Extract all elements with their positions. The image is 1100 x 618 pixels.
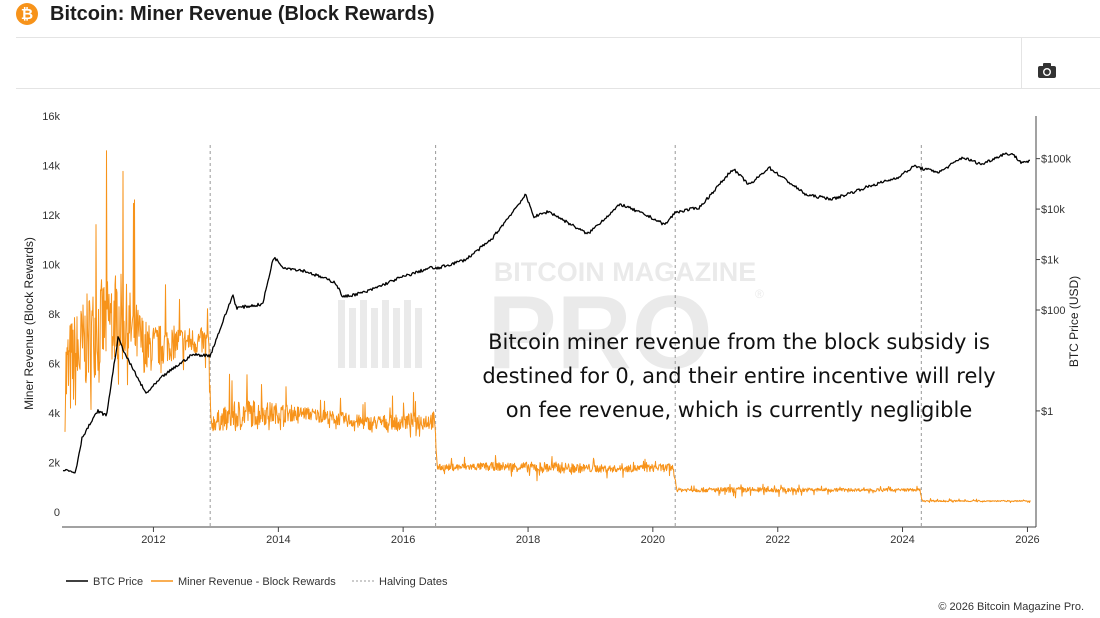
watermark-registered: ® <box>755 287 764 301</box>
watermark-bar <box>349 308 356 368</box>
y-left-axis-label: Miner Revenue (Block Rewards) <box>22 237 36 410</box>
y-left-tick-label: 8k <box>48 309 60 321</box>
page-title: Bitcoin: Miner Revenue (Block Rewards) <box>50 3 435 25</box>
y-right-tick-label: $1 <box>1041 406 1053 418</box>
toolbar <box>16 37 1100 89</box>
watermark-bar <box>382 300 389 368</box>
legend-item-miner-revenue[interactable]: Miner Revenue - Block Rewards <box>151 576 336 588</box>
y-left-tick-label: 16k <box>42 111 60 123</box>
annotation-line-2: destined for 0, and their entire incenti… <box>482 364 995 388</box>
annotation-text: Bitcoin miner revenue from the block sub… <box>482 330 995 422</box>
watermark-bar <box>404 300 411 368</box>
y-left-tick-label: 6k <box>48 359 60 371</box>
chart-legend: BTC Price Miner Revenue - Block Rewards … <box>66 576 448 588</box>
x-tick-label: 2020 <box>641 534 665 546</box>
x-tick-label: 2012 <box>141 534 165 546</box>
annotation-line-1: Bitcoin miner revenue from the block sub… <box>488 330 990 354</box>
y-right-tick-label: $100 <box>1041 305 1065 317</box>
watermark-bar <box>338 300 345 368</box>
watermark-text-top: BITCOIN MAGAZINE <box>494 257 757 287</box>
legend-label-halving-dates: Halving Dates <box>379 576 448 588</box>
y-left-tick-label: 12k <box>42 210 60 222</box>
watermark-bar <box>393 308 400 368</box>
miner-revenue-line <box>64 150 1031 504</box>
legend-label-btc-price: BTC Price <box>93 576 143 588</box>
legend-label-miner-revenue: Miner Revenue - Block Rewards <box>178 576 336 588</box>
y-left-tick-label: 14k <box>42 161 60 173</box>
y-right-tick-label: $1k <box>1041 255 1059 267</box>
x-tick-label: 2014 <box>266 534 290 546</box>
watermark-bar <box>371 308 378 368</box>
y-left-tick-label: 4k <box>48 408 60 420</box>
y-right-tick-label: $100k <box>1041 154 1071 166</box>
y-right-tick-label: $10k <box>1041 204 1065 216</box>
btc-price-series <box>62 152 1031 474</box>
x-tick-label: 2016 <box>391 534 415 546</box>
axes: 2012 2014 2016 2018 2020 2022 2024 2026 0 2k 4k 6k 8… <box>22 111 1081 546</box>
camera-icon[interactable] <box>1036 60 1058 80</box>
y-left-tick-label: 2k <box>48 458 60 470</box>
btc-price-line <box>62 152 1031 474</box>
legend-item-btc-price[interactable]: BTC Price <box>66 576 143 588</box>
y-left-tick-label: 0 <box>54 507 60 519</box>
toolbar-divider <box>1021 38 1022 88</box>
watermark-bar <box>360 300 367 368</box>
copyright-footer: © 2026 Bitcoin Magazine Pro. <box>938 601 1084 613</box>
y-right-axis-label: BTC Price (USD) <box>1067 276 1081 367</box>
halving-lines <box>209 145 922 527</box>
annotation-line-3: on fee revenue, which is currently negli… <box>506 398 973 422</box>
bitcoin-logo-icon: ₿ <box>16 3 38 25</box>
x-tick-label: 2024 <box>890 534 914 546</box>
watermark-bar <box>415 308 422 368</box>
x-tick-label: 2026 <box>1015 534 1039 546</box>
chart-header: ₿ Bitcoin: Miner Revenue (Block Rewards) <box>0 0 1100 32</box>
x-tick-label: 2018 <box>516 534 540 546</box>
x-tick-label: 2022 <box>766 534 790 546</box>
y-left-tick-label: 10k <box>42 260 60 272</box>
watermark-logo-bars <box>338 300 422 368</box>
legend-item-halving-dates[interactable]: Halving Dates <box>352 576 448 588</box>
miner-revenue-series <box>64 150 1031 504</box>
